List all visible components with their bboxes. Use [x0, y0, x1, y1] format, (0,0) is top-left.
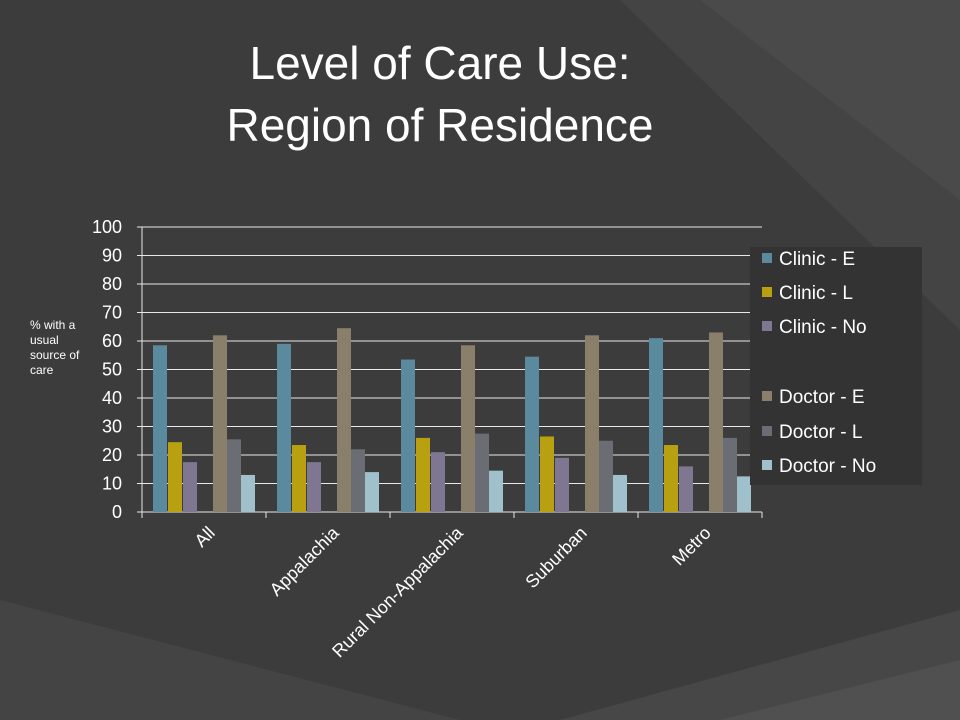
x-tick-label: Metro	[668, 523, 715, 570]
slide-title-line1: Level of Care Use:	[249, 37, 631, 89]
bar-clinic-l-3	[540, 436, 554, 512]
bar-doctor-l-2	[475, 433, 489, 512]
bar-clinic-no-0	[183, 462, 197, 512]
legend-box	[750, 247, 922, 485]
bar-clinic-no-3	[555, 457, 569, 512]
bar-clinic-e-3	[525, 356, 539, 512]
bar-clinic-l-4	[664, 445, 678, 512]
bar-doctor-l-4	[723, 437, 737, 512]
bar-clinic-l-1	[292, 445, 306, 512]
y-tick-label: 0	[112, 502, 122, 522]
x-tick-label: Rural Non-Appalachia	[328, 522, 467, 661]
bar-clinic-l-2	[416, 437, 430, 512]
bar-clinic-no-1	[307, 462, 321, 512]
legend-entry: Clinic - No	[779, 317, 867, 338]
y-tick-label: 30	[102, 417, 122, 437]
y-tick-label: 50	[102, 360, 122, 380]
legend-entry: Doctor - L	[779, 422, 862, 443]
bar-clinic-no-2	[431, 452, 445, 512]
bar-clinic-no-4	[679, 466, 693, 512]
bar-clinic-e-4	[649, 338, 663, 512]
bar-clinic-e-0	[153, 345, 167, 512]
y-axis-label: % with a usual source of care	[30, 318, 80, 377]
bar-clinic-e-2	[401, 359, 415, 512]
bar-doctor-no-0	[241, 474, 255, 512]
y-tick-label: 80	[102, 274, 122, 294]
x-tick-label: All	[191, 523, 219, 551]
y-tick-label: 70	[102, 303, 122, 323]
bar-doctor-e-0	[213, 335, 227, 512]
legend-entry: Clinic - L	[779, 283, 853, 304]
y-tick-label: 40	[102, 388, 122, 408]
bar-doctor-l-1	[351, 449, 365, 512]
bar-doctor-e-1	[337, 328, 351, 512]
x-tick-label: Suburban	[521, 523, 590, 592]
legend-entry: Doctor - E	[779, 387, 865, 408]
legend-swatch	[762, 321, 772, 331]
bar-doctor-l-3	[599, 440, 613, 512]
x-tick-label: Appalachia	[266, 522, 344, 600]
bar-clinic-l-0	[168, 442, 182, 512]
bar-doctor-no-3	[613, 474, 627, 512]
y-tick-label: 60	[102, 331, 122, 351]
legend-swatch	[762, 391, 772, 401]
bar-doctor-e-4	[709, 332, 723, 512]
bar-doctor-l-0	[227, 439, 241, 512]
legend-swatch	[762, 287, 772, 297]
y-tick-label: 20	[102, 445, 122, 465]
bar-doctor-e-3	[585, 335, 599, 512]
slide-title-line2: Region of Residence	[226, 99, 654, 151]
legend-swatch	[762, 426, 772, 436]
legend-swatch	[762, 253, 772, 263]
y-tick-label: 90	[102, 246, 122, 266]
legend-entry: Clinic - E	[779, 249, 855, 270]
y-tick-label: 100	[92, 217, 122, 237]
bar-clinic-e-1	[277, 343, 291, 512]
bar-doctor-no-4	[737, 476, 751, 512]
legend-entry: Doctor - No	[779, 456, 876, 477]
bar-doctor-e-2	[461, 345, 475, 512]
y-tick-label: 10	[102, 474, 122, 494]
bar-doctor-no-1	[365, 472, 379, 512]
legend-swatch	[762, 460, 772, 470]
bar-doctor-no-2	[489, 470, 503, 512]
